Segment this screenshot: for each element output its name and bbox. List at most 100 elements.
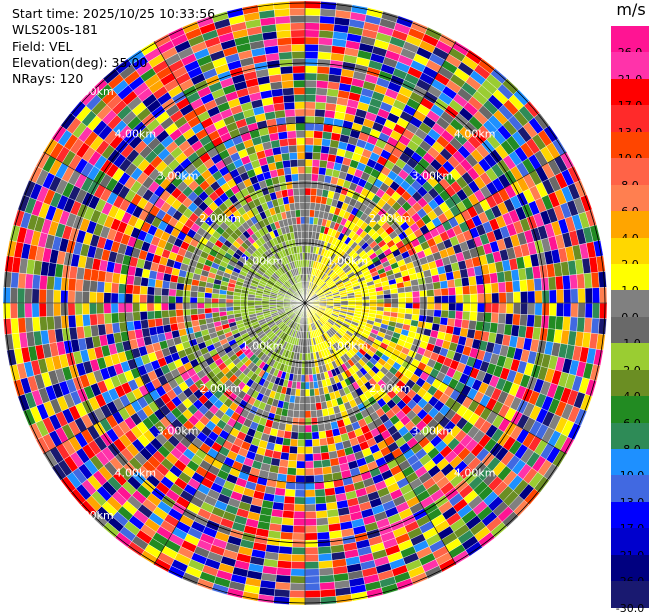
- velocity-bin: [154, 311, 162, 319]
- velocity-bin: [305, 123, 314, 130]
- velocity-bin: [305, 37, 319, 45]
- velocity-bin: [405, 292, 413, 298]
- velocity-bin: [297, 224, 302, 231]
- velocity-bin: [294, 102, 305, 109]
- velocity-bin: [212, 303, 219, 308]
- velocity-bin: [434, 303, 441, 310]
- velocity-bin: [290, 8, 305, 16]
- velocity-bin: [305, 368, 309, 375]
- velocity-bin: [176, 283, 184, 290]
- velocity-bin: [498, 282, 506, 293]
- velocity-bin: [284, 496, 295, 504]
- velocity-bin: [305, 59, 318, 67]
- velocity-bin: [425, 276, 433, 284]
- velocity-bin: [301, 231, 305, 238]
- velocity-bin: [313, 138, 322, 146]
- velocity-bin: [111, 313, 119, 324]
- velocity-bin: [25, 288, 33, 303]
- velocity-bin: [141, 277, 149, 286]
- velocity-bin: [305, 188, 311, 195]
- velocity-bin: [212, 308, 220, 313]
- velocity-bin: [316, 80, 328, 88]
- velocity-bin: [534, 278, 542, 291]
- velocity-bin: [125, 312, 133, 322]
- velocity-bin: [161, 288, 169, 296]
- velocity-bin: [291, 562, 305, 570]
- velocity-bin: [315, 496, 326, 504]
- velocity-bin: [305, 576, 320, 584]
- velocity-bin: [305, 51, 318, 59]
- velocity-bin: [125, 284, 133, 294]
- velocity-bin: [162, 281, 170, 289]
- velocity-bin: [305, 109, 315, 116]
- velocity-bin: [302, 360, 305, 367]
- velocity-bin: [96, 292, 103, 303]
- velocity-bin: [89, 292, 96, 303]
- velocity-bin: [300, 389, 305, 396]
- velocity-bin: [455, 286, 463, 295]
- velocity-bin: [468, 276, 476, 286]
- velocity-bin: [305, 425, 312, 432]
- velocity-bin: [534, 315, 542, 328]
- velocity-bin: [18, 273, 26, 288]
- velocity-bin: [316, 410, 323, 418]
- velocity-bin: [320, 445, 329, 453]
- velocity-bin: [155, 279, 163, 288]
- velocity-bin: [293, 80, 305, 87]
- velocity-bin: [541, 315, 549, 328]
- velocity-bin: [46, 316, 54, 330]
- velocity-bin: [275, 16, 290, 24]
- velocity-bin: [448, 311, 456, 319]
- velocity-bin: [390, 288, 398, 294]
- velocity-bin: [279, 459, 288, 467]
- velocity-bin: [53, 290, 61, 303]
- velocity-bin: [240, 300, 247, 303]
- velocity-bin: [280, 452, 289, 460]
- velocity-bin: [10, 303, 18, 318]
- velocity-bin: [46, 303, 54, 317]
- velocity-bin: [133, 285, 141, 294]
- velocity-bin: [148, 278, 156, 287]
- velocity-bin: [420, 303, 427, 309]
- velocity-bin: [75, 279, 83, 291]
- velocity-bin: [315, 102, 326, 110]
- velocity-bin: [290, 439, 298, 447]
- velocity-bin: [295, 116, 305, 123]
- velocity-bin: [562, 275, 570, 289]
- velocity-bin: [305, 174, 312, 181]
- velocity-bin: [140, 311, 148, 320]
- velocity-bin: [303, 260, 305, 267]
- velocity-bin: [284, 167, 292, 175]
- velocity-bin: [292, 417, 299, 425]
- velocity-bin: [54, 316, 62, 330]
- velocity-bin: [61, 277, 69, 290]
- velocity-bin: [299, 181, 305, 188]
- velocity-bin: [297, 145, 305, 152]
- velocity-bin: [68, 278, 76, 291]
- velocity-bin: [233, 306, 240, 310]
- velocity-bin: [300, 382, 305, 389]
- velocity-bin: [277, 124, 287, 132]
- velocity-bin: [11, 318, 19, 334]
- velocity-bin: [294, 202, 300, 210]
- velocity-bin: [287, 131, 296, 139]
- velocity-bin: [434, 310, 442, 318]
- velocity-bin: [289, 203, 295, 211]
- velocity-bin: [118, 293, 125, 303]
- velocity-bin: [512, 280, 520, 292]
- velocity-bin: [46, 289, 54, 303]
- velocity-bin: [305, 562, 319, 570]
- velocity-bin: [283, 160, 291, 168]
- velocity-bin: [455, 311, 463, 320]
- velocity-bin: [323, 124, 333, 132]
- velocity-bin: [305, 30, 319, 38]
- velocity-bin: [275, 582, 290, 590]
- velocity-bin: [305, 404, 311, 411]
- velocity-bin: [299, 418, 305, 425]
- velocity-bin: [104, 303, 111, 314]
- velocity-bin: [305, 475, 314, 482]
- velocity-bin: [298, 174, 305, 181]
- velocity-bin: [305, 217, 310, 224]
- velocity-bin: [183, 315, 191, 322]
- velocity-bin: [283, 503, 294, 511]
